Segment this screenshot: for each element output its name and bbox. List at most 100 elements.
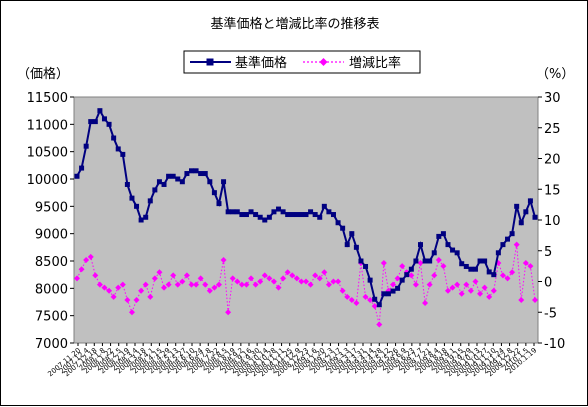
price-point [349,231,355,237]
price-point [372,296,378,302]
legend-marker-price [206,58,214,66]
rate-point [170,272,177,279]
right-tick-label: 30 [544,91,561,106]
left-tick-label: 7000 [35,337,68,352]
legend-box [183,50,421,74]
rate-point [243,281,250,288]
rate-point [440,263,447,270]
price-point [381,291,387,297]
rate-point [325,281,332,288]
rate-point [165,281,172,288]
rate-point [284,269,291,276]
price-point [248,209,254,215]
price-point [129,195,135,201]
rate-point [518,296,525,303]
price-point [147,198,153,204]
rate-point [78,266,85,273]
legend-label-price: 基準価格 [235,55,287,71]
price-point [495,250,501,256]
price-point [120,151,126,157]
rate-point [477,290,484,297]
rate-point [280,275,287,282]
left-tick-label: 10500 [27,146,68,161]
price-point [340,225,346,231]
price-point [257,214,263,220]
right-tick-label: 5 [544,245,552,260]
rate-point [344,293,351,300]
price-point [298,212,304,218]
price-point [500,242,506,248]
legend: 基準価格 増減比率 [183,50,421,74]
rate-point [486,293,493,300]
rate-point [330,278,337,285]
price-point [404,272,410,278]
price-point [454,250,460,256]
rate-point [380,260,387,267]
rate-point [133,296,140,303]
left-tick-label: 10000 [27,173,68,188]
price-point [92,119,98,125]
price-point [134,203,140,209]
price-point [367,277,373,283]
series-price [74,108,538,308]
price-point [445,242,451,248]
price-point [106,121,112,127]
rate-point [101,284,108,291]
price-point [193,168,199,174]
rate-point [142,281,149,288]
price-point [427,258,433,264]
price-point [276,206,282,212]
rate-point [110,293,117,300]
rate-point [229,275,236,282]
rate-point [174,281,181,288]
rate-point [202,281,209,288]
price-point [143,214,149,220]
rate-point [234,278,241,285]
rate-point [513,241,520,248]
price-point [266,214,272,220]
left-axis-label: （価格） [17,66,69,82]
price-point [262,217,268,223]
rate-point [412,281,419,288]
price-point [79,165,85,171]
price-point [363,263,369,269]
price-point [308,209,314,215]
price-point [450,247,456,253]
rate-point [179,278,186,285]
rate-point [504,275,511,282]
rate-point [463,281,470,288]
series-rate [74,241,538,328]
price-point [166,173,172,179]
price-point [436,233,442,239]
rate-point [298,278,305,285]
price-point [491,272,497,278]
rate-point [312,272,319,279]
price-point [431,250,437,256]
rate-point [193,281,200,288]
price-point [390,288,396,294]
rate-point [161,284,168,291]
rate-point [335,278,342,285]
rate-point [220,256,227,263]
rate-point [399,263,406,270]
price-point [230,209,236,215]
price-point [422,258,428,264]
rate-point [321,269,328,276]
price-point [482,258,488,264]
right-tick-label: 0 [544,276,552,291]
rate-point [499,272,506,279]
price-point [505,236,511,242]
rate-point [128,309,135,316]
rate-point [458,290,465,297]
price-point [317,214,323,220]
rate-point [225,309,232,316]
rate-point [449,284,456,291]
price-point [523,209,529,215]
left-tick-label: 11000 [27,118,68,133]
price-point [179,179,185,185]
rate-point [275,284,282,291]
rate-point [339,287,346,294]
price-point [353,244,359,250]
price-point [518,220,524,226]
legend-marker-rate [319,58,328,66]
